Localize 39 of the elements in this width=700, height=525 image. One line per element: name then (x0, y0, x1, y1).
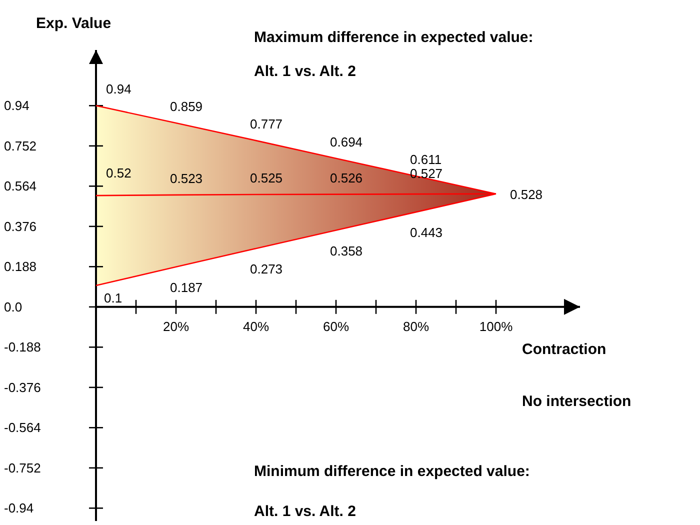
y-tick-label: 0.188 (4, 259, 37, 274)
annotation: Alt. 1 vs. Alt. 2 (254, 503, 356, 520)
y-tick-label: 0.752 (4, 138, 37, 154)
x-tick-label: 40% (242, 318, 270, 334)
data-label: 0.526 (330, 170, 363, 186)
y-tick-label: 0.376 (4, 218, 37, 234)
data-label: 0.1 (104, 290, 122, 306)
data-label: 0.525 (250, 170, 283, 186)
data-label: 0.859 (170, 99, 203, 114)
y-tick-label: 0.0 (4, 299, 22, 314)
x-tick-label: 80% (402, 318, 430, 334)
y-axis-title: Exp. Value (36, 15, 112, 32)
y-tick-label: -0.94 (4, 500, 34, 516)
data-label: 0.358 (330, 243, 363, 258)
data-label: 0.443 (410, 225, 443, 240)
data-label: 0.527 (410, 166, 443, 182)
data-label: 0.52 (106, 166, 132, 181)
data-label: 0.777 (250, 116, 283, 132)
data-label: 0.694 (330, 134, 363, 150)
y-tick-label: 0.94 (4, 98, 30, 114)
data-label: 0.187 (170, 280, 203, 295)
annotation: No intersection (522, 393, 632, 410)
chart-title: Maximum difference in expected value: (254, 29, 534, 46)
y-tick-label: -0.188 (4, 340, 41, 355)
data-label: 0.528 (510, 186, 543, 202)
annotation: Minimum difference in expected value: (254, 463, 530, 480)
y-tick-label: -0.564 (4, 420, 41, 436)
y-tick-label: -0.752 (4, 460, 41, 476)
data-label: 0.611 (410, 152, 442, 168)
y-tick-label: 0.564 (4, 178, 37, 194)
x-tick-label: 20% (162, 318, 190, 334)
x-tick-label: 100% (479, 318, 514, 334)
x-axis-title: Contraction (522, 341, 606, 358)
data-label: 0.94 (106, 82, 132, 97)
text: Alt. 1 vs. Alt. 2 (254, 63, 356, 80)
x-tick-label: 60% (322, 318, 350, 334)
data-label: 0.523 (170, 170, 203, 186)
y-tick-label: -0.376 (4, 380, 41, 395)
data-label: 0.273 (250, 261, 283, 276)
